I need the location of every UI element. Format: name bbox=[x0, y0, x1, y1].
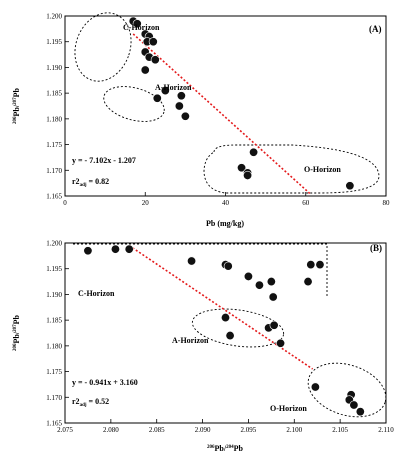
fit-line-a bbox=[132, 33, 311, 195]
y-tick-label-a-4: 1.185 bbox=[46, 90, 62, 98]
point-a-c-horizon-9 bbox=[140, 65, 150, 75]
point-b-c-horizon-9 bbox=[268, 292, 278, 302]
y-axis-label-b: 206Pb/207Pb bbox=[12, 315, 21, 351]
y-tick-label-b-3: 1.180 bbox=[46, 342, 62, 350]
point-a-o-horizon-4 bbox=[345, 181, 355, 191]
x-tick-label-b-1: 2.080 bbox=[103, 426, 119, 434]
group-label-a-o-horizon: O-Horizon bbox=[304, 165, 341, 174]
point-a-a-horizon-0 bbox=[160, 86, 170, 96]
point-b-c-horizon-7 bbox=[254, 280, 264, 290]
a-horizon-ellipse-b bbox=[191, 308, 285, 348]
point-a-a-horizon-4 bbox=[180, 111, 190, 121]
x-tick-label-a-1: 20 bbox=[142, 199, 150, 207]
point-b-c-horizon-11 bbox=[306, 260, 316, 270]
y-axis-label-a: 206Pb/207Pb bbox=[12, 88, 21, 124]
point-b-c-horizon-8 bbox=[266, 277, 276, 287]
panel-b: 2.075 2.080 2.085 2.090 2.095 2.100 2.105 2.110… bbox=[12, 240, 394, 454]
point-b-c-horizon-5 bbox=[223, 261, 233, 271]
point-a-o-horizon-0 bbox=[249, 147, 259, 157]
point-a-c-horizon-1 bbox=[132, 19, 142, 29]
group-label-b-o-horizon: O-Horizon bbox=[270, 404, 307, 413]
x-tick-label-b-6: 2.105 bbox=[332, 426, 348, 434]
y-tick-label-b-6: 1.195 bbox=[46, 265, 62, 273]
y-tick-label-a-1: 1.170 bbox=[46, 167, 62, 175]
fit-equation-b: y = - 0.941x + 3.160 bbox=[72, 378, 138, 387]
y-tick-label-a-3: 1.180 bbox=[46, 115, 62, 123]
x-tick-label-b-5: 2.100 bbox=[286, 426, 302, 434]
point-b-c-horizon-6 bbox=[243, 271, 253, 281]
point-b-a-horizon-0 bbox=[221, 313, 231, 323]
fit-equation-a: y = - 7.102x - 1.207 bbox=[72, 156, 136, 165]
a-horizon-ellipse bbox=[103, 86, 165, 122]
x-tick-label-a-3: 60 bbox=[302, 199, 310, 207]
group-label-a-a-horizon: A-Horizon bbox=[155, 83, 192, 92]
x-tick-label-b-7: 2.110 bbox=[378, 426, 394, 434]
point-b-c-horizon-1 bbox=[110, 244, 120, 254]
group-label-b-a-horizon: A-Horizon bbox=[172, 336, 209, 345]
y-tick-label-a-2: 1.175 bbox=[46, 141, 62, 149]
x-tick-label-a-0: 0 bbox=[63, 199, 67, 207]
y-tick-label-b-4: 1.185 bbox=[46, 317, 62, 325]
fit-r2-b: r2adj = 0.52 bbox=[72, 397, 109, 408]
fit-r2-a: r2adj = 0.82 bbox=[72, 177, 109, 188]
point-b-o-horizon-4 bbox=[355, 407, 365, 417]
point-a-a-horizon-1 bbox=[152, 93, 162, 103]
x-tick-label-b-4: 2.095 bbox=[241, 426, 257, 434]
x-axis-label-a: Pb (mg/kg) bbox=[206, 219, 244, 228]
panel-label-a: (A) bbox=[369, 24, 382, 34]
c-horizon-outline bbox=[73, 243, 328, 296]
point-a-o-horizon-1 bbox=[237, 163, 247, 173]
o-horizon-ellipse-b bbox=[307, 362, 387, 418]
point-b-a-horizon-3 bbox=[269, 320, 279, 330]
x-tick-label-a-2: 40 bbox=[222, 199, 230, 207]
y-tick-label-a-7: 1.200 bbox=[46, 13, 62, 21]
point-b-c-horizon-0 bbox=[83, 246, 93, 256]
x-tick-label-a-4: 80 bbox=[383, 199, 391, 207]
point-b-o-horizon-3 bbox=[349, 400, 359, 410]
y-tick-label-a-0: 1.165 bbox=[46, 193, 62, 201]
point-a-a-horizon-3 bbox=[174, 101, 184, 111]
panel-a: 0 20 40 60 80 1.165 1.170 1.175 1.180 1.185 1.190 1… bbox=[12, 12, 391, 228]
y-tick-label-a-5: 1.190 bbox=[46, 64, 62, 72]
y-tick-label-b-1: 1.170 bbox=[46, 394, 62, 402]
c-horizon-ellipse bbox=[74, 12, 132, 82]
point-a-o-horizon-3 bbox=[243, 170, 253, 180]
y-tick-label-a-6: 1.195 bbox=[46, 38, 62, 46]
y-tick-label-b-5: 1.190 bbox=[46, 291, 62, 299]
fit-line-b bbox=[128, 244, 314, 370]
point-b-a-horizon-1 bbox=[225, 331, 235, 341]
point-b-a-horizon-4 bbox=[276, 338, 286, 348]
group-label-b-c-horizon: C-Horizon bbox=[78, 289, 115, 298]
y-tick-label-b-2: 1.175 bbox=[46, 368, 62, 376]
point-b-c-horizon-12 bbox=[315, 260, 325, 270]
point-a-c-horizon-5 bbox=[148, 37, 158, 47]
point-b-c-horizon-10 bbox=[303, 277, 313, 287]
point-a-a-horizon-2 bbox=[176, 91, 186, 101]
group-label-a-c-horizon: C-Horizon bbox=[123, 23, 160, 32]
x-tick-label-b-2: 2.085 bbox=[149, 426, 165, 434]
point-b-c-horizon-3 bbox=[187, 256, 197, 266]
point-a-c-horizon-8 bbox=[150, 55, 160, 65]
plot-frame-b bbox=[64, 242, 387, 424]
x-axis-label-b: 206Pb/204Pb bbox=[207, 444, 243, 453]
y-tick-label-b-0: 1.165 bbox=[46, 420, 62, 428]
x-tick-label-b-3: 2.090 bbox=[195, 426, 211, 434]
x-tick-label-b-0: 2.075 bbox=[57, 426, 73, 434]
o-horizon-outline bbox=[203, 144, 380, 194]
y-tick-label-b-7: 1.200 bbox=[46, 240, 62, 248]
point-b-c-horizon-2 bbox=[124, 244, 134, 254]
point-b-o-horizon-0 bbox=[310, 382, 320, 392]
panel-label-b: (B) bbox=[370, 243, 382, 253]
